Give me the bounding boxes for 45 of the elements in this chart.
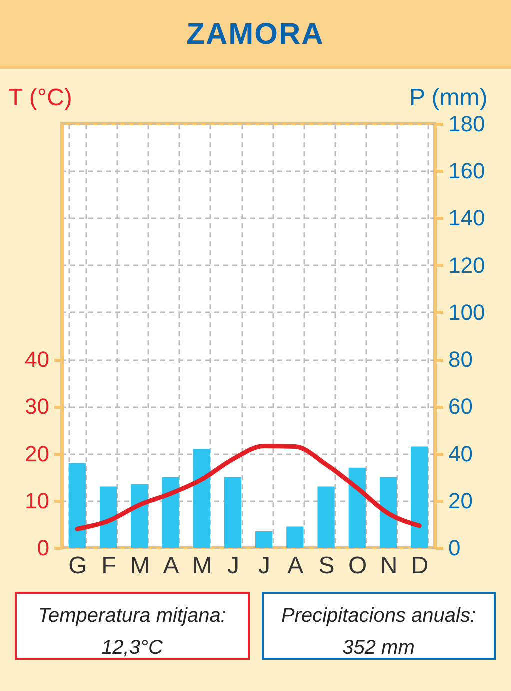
x-tick-label: N	[380, 552, 398, 580]
x-tick-label: A	[288, 552, 304, 580]
bar	[256, 532, 273, 548]
bar	[318, 486, 335, 548]
y-tick-label: 30	[25, 394, 50, 420]
x-tick-label: O	[348, 552, 368, 580]
y2-tick-label: 40	[448, 441, 473, 466]
y2-tick-label: 100	[448, 300, 486, 325]
x-tick-label: D	[411, 552, 429, 580]
y2-tick-label: 60	[448, 394, 473, 420]
y2-tick-label: 0	[448, 536, 461, 560]
x-tick-label: J	[227, 552, 240, 580]
y-tick-label: 40	[25, 347, 50, 372]
y2-tick-label: 160	[448, 158, 486, 184]
x-tick-label: A	[163, 552, 180, 580]
bar	[348, 468, 366, 548]
x-tick-label: M	[192, 552, 212, 580]
y-tick-label: 10	[25, 488, 50, 514]
x-tick-label: G	[68, 552, 88, 580]
line-series	[75, 444, 422, 532]
text: Temperatura mitjana: 12,3°C	[15, 592, 250, 660]
y2-tick-label: 20	[448, 488, 473, 514]
y2-tick-label: 80	[448, 347, 473, 372]
bar	[380, 477, 398, 548]
x-tick-label: M	[130, 552, 150, 580]
bar	[411, 446, 428, 548]
bar	[68, 463, 86, 548]
y2-axis-title: P (mm)	[410, 84, 488, 112]
x-tick-label: F	[102, 552, 116, 580]
text: Precipitacions anuals: 352 mm	[262, 592, 496, 660]
x-tick-label: J	[258, 552, 271, 580]
chart-title: ZAMORA	[0, 0, 511, 69]
y2-tick-label: 140	[448, 206, 486, 231]
bar	[162, 477, 180, 548]
x-tick-label: S	[318, 552, 335, 580]
y-axis-title: T (°C)	[8, 84, 72, 112]
y-tick-label: 20	[25, 441, 50, 466]
y-tick-label: 0	[37, 536, 50, 560]
bar	[193, 449, 210, 548]
bar	[100, 486, 118, 548]
bar	[286, 526, 304, 548]
y2-tick-label: 180	[448, 112, 486, 136]
bar	[224, 477, 242, 548]
y2-tick-label: 120	[448, 252, 486, 278]
bar	[131, 484, 148, 548]
